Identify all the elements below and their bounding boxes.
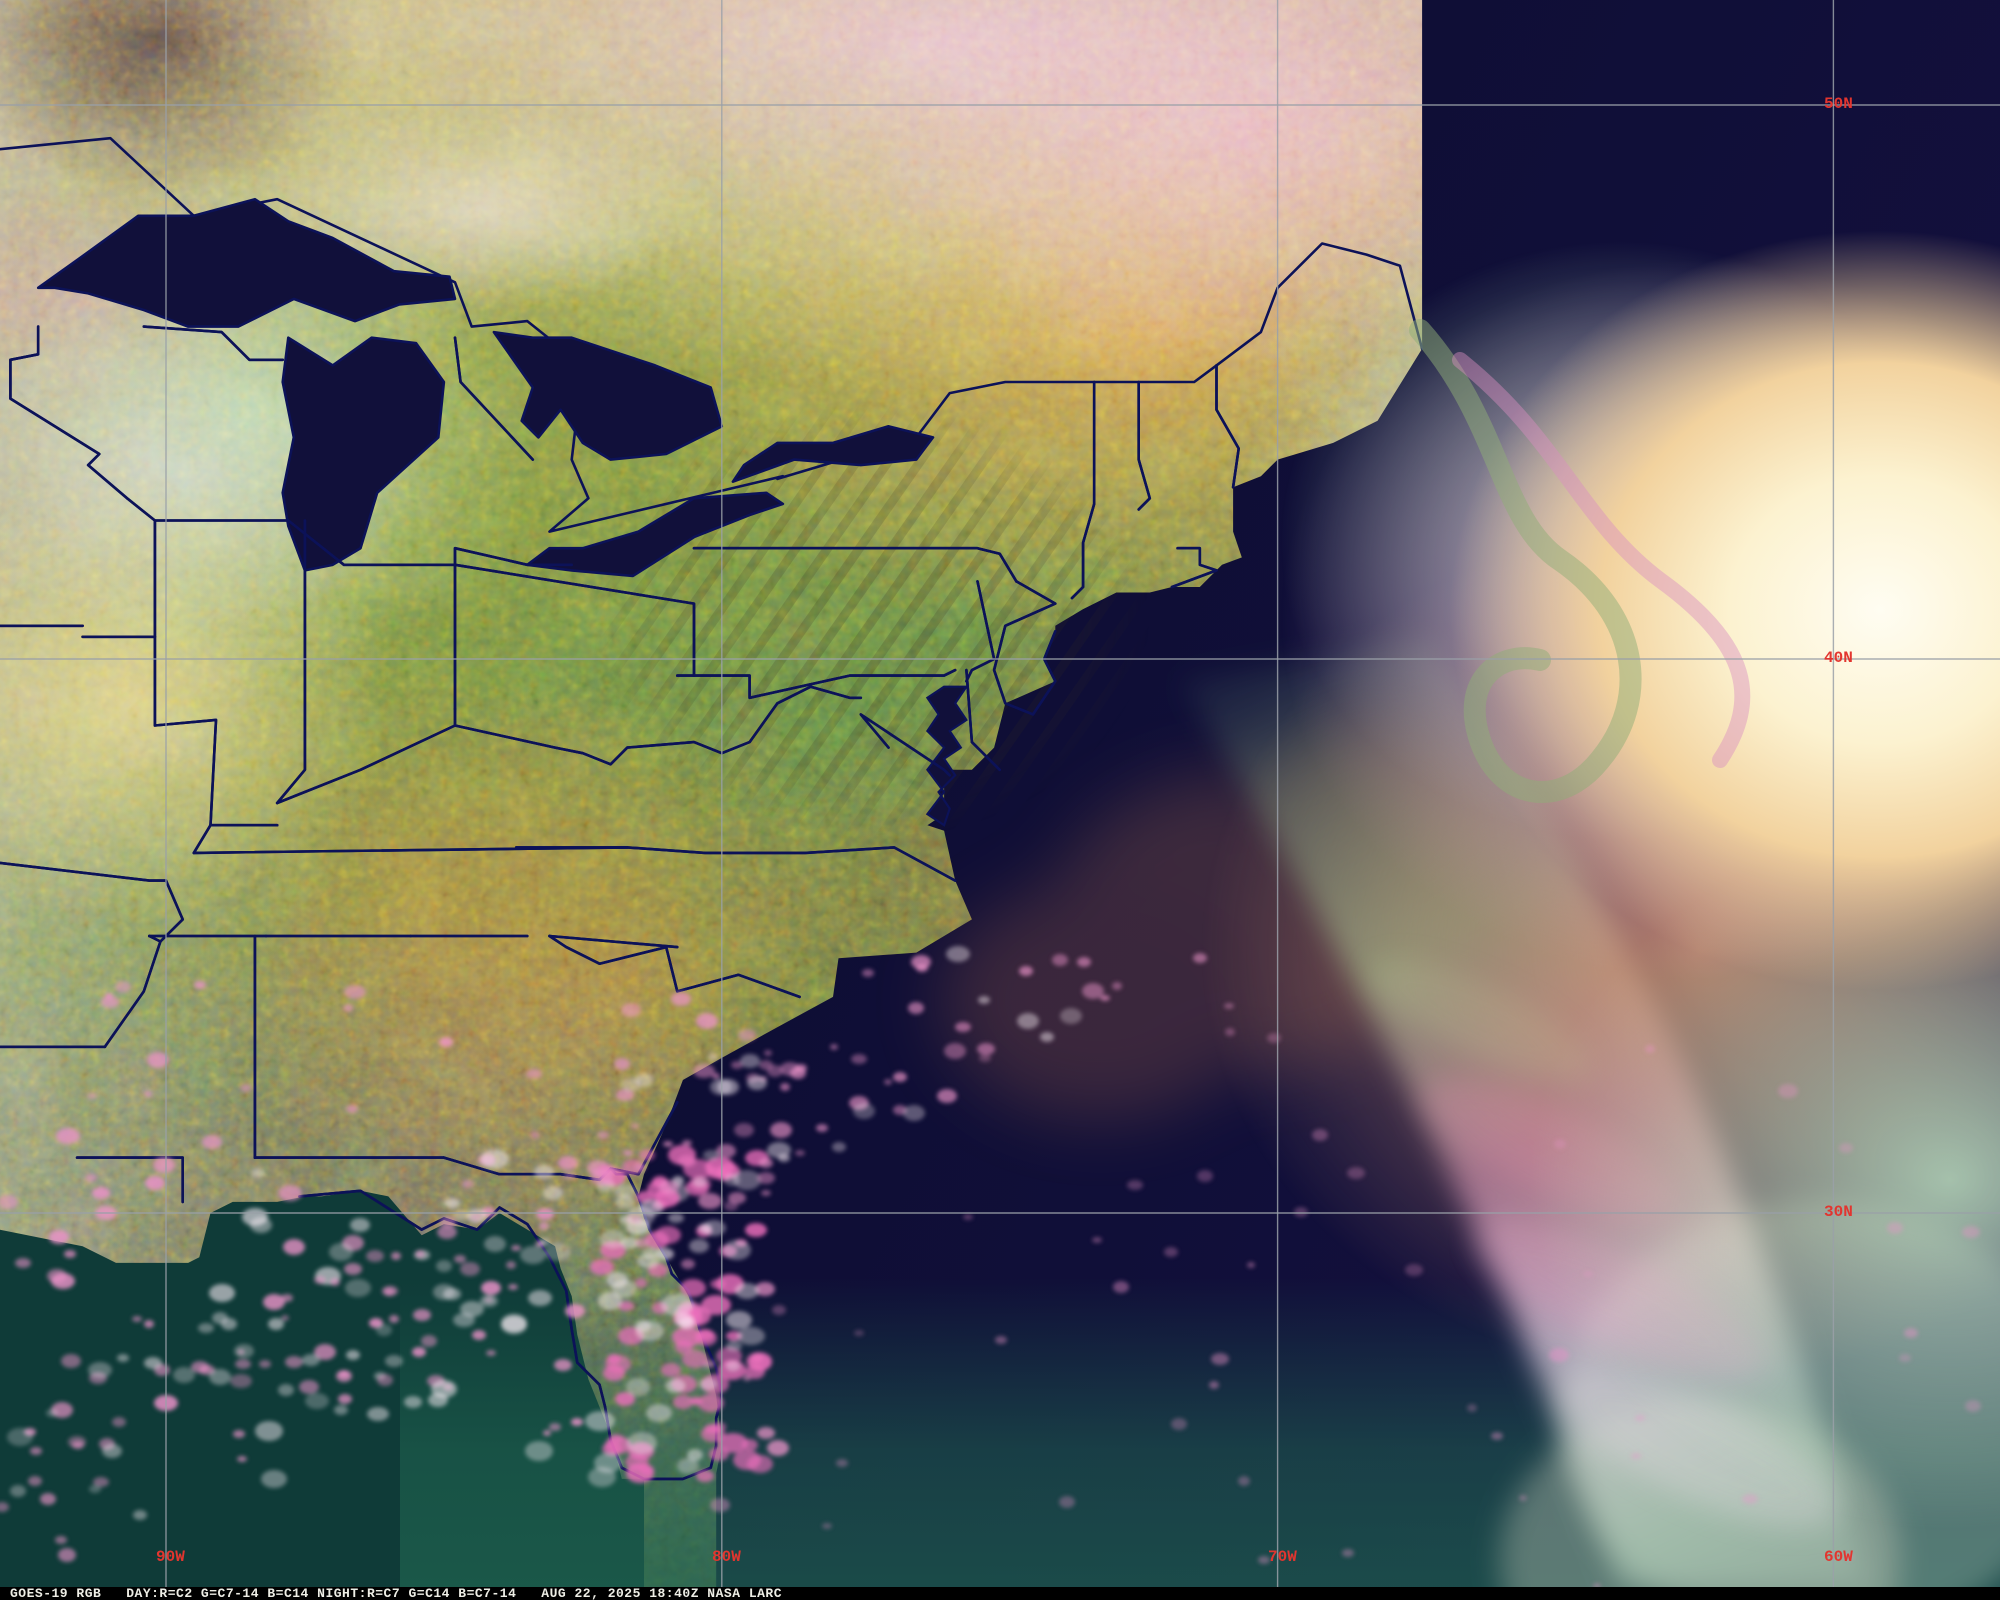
il_mo <box>155 637 216 825</box>
svg-text:80W: 80W <box>712 1548 741 1566</box>
ar_ms_tn <box>105 936 160 1047</box>
lake_superior <box>38 199 455 326</box>
nc_va_tn <box>516 847 955 880</box>
ky_tn <box>194 847 628 853</box>
wi_il_ia <box>88 465 288 520</box>
svg-text:50N: 50N <box>1824 95 1853 113</box>
mo_il_ky_tn_border <box>194 825 211 853</box>
ar_mo <box>0 853 166 881</box>
ar_ms_tn <box>105 936 160 1047</box>
svg-text:70W: 70W <box>1268 1548 1297 1566</box>
mn_wi <box>10 327 99 466</box>
svg-text:30N: 30N <box>1824 1203 1853 1221</box>
ia_il <box>83 521 155 637</box>
nh_me <box>1217 365 1239 487</box>
svg-text:40N: 40N <box>1824 649 1853 667</box>
ia_il <box>83 521 155 637</box>
il_mo <box>155 637 216 825</box>
svg-text:90W: 90W <box>156 1548 185 1566</box>
wi_il_ia <box>88 465 288 520</box>
lake_huron <box>494 332 722 460</box>
wi_mi_up <box>144 327 283 360</box>
svg-text:60W: 60W <box>1824 1548 1853 1566</box>
ar_tn <box>160 881 182 942</box>
